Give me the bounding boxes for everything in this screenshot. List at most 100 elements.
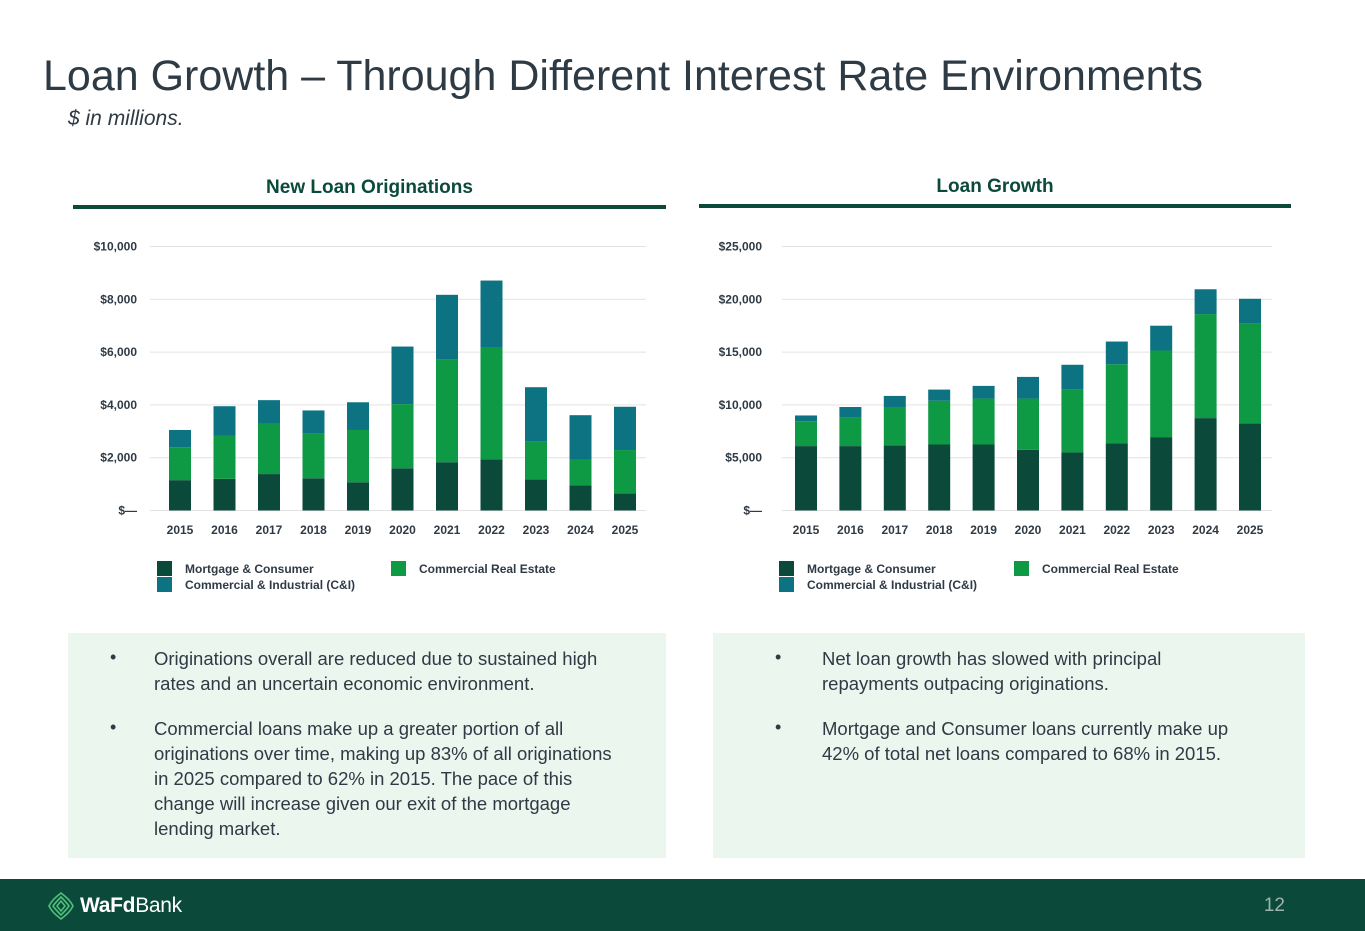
bar-segment-cre — [614, 450, 636, 494]
x-tick-label: 2015 — [167, 523, 194, 537]
note-loan-growth-1: Net loan growth has slowed with principa… — [822, 648, 1162, 694]
bar-segment-cni — [883, 395, 906, 408]
legend-item-mortgage: Mortgage & Consumer — [779, 561, 936, 576]
bar-segment-cre — [1105, 364, 1128, 444]
bar-segment-mortgage — [213, 478, 236, 511]
bar-segment-cni — [928, 389, 951, 401]
bar-segment-cre — [1239, 323, 1261, 424]
bar-segment-cni — [1017, 376, 1039, 399]
bar-segment-cre — [258, 423, 280, 475]
legend-label-mortgage: Mortgage & Consumer — [185, 561, 314, 576]
x-tick-label: 2024 — [1192, 523, 1219, 537]
page-subtitle: $ in millions. — [68, 107, 184, 130]
bar-segment-mortgage — [169, 480, 191, 511]
notes-panel-right: • Net loan growth has slowed with princi… — [713, 633, 1305, 858]
bar-segment-cni — [525, 387, 547, 442]
bar-segment-cni — [795, 415, 817, 422]
brand-name: WaFdBank — [80, 894, 182, 918]
chart-rule-loan-growth — [699, 204, 1291, 208]
x-tick-label: 2021 — [434, 523, 461, 537]
bar-segment-mortgage — [347, 482, 369, 511]
legend-item-cre: Commercial Real Estate — [1014, 561, 1179, 576]
bar-segment-cre — [795, 421, 817, 447]
legend-item-cre: Commercial Real Estate — [391, 561, 556, 576]
x-tick-label: 2019 — [970, 523, 997, 537]
bar-segment-cre — [569, 459, 592, 486]
x-tick-label: 2016 — [837, 523, 864, 537]
chart-group-1: $— $5,000 $10,000 $15,000 $20,000 $25,000 2015… — [719, 240, 1272, 537]
x-tick-label: 2019 — [345, 523, 372, 537]
page-number: 12 — [1263, 895, 1285, 916]
note-originations-2: Commercial loans make up a greater porti… — [154, 718, 612, 839]
x-tick-label: 2020 — [1015, 523, 1042, 537]
note-loan-growth-2: Mortgage and Consumer loans currently ma… — [822, 718, 1229, 764]
bar-segment-cre — [1150, 350, 1173, 438]
bar-segment-mortgage — [1061, 452, 1084, 511]
x-tick-label: 2017 — [256, 523, 283, 537]
bar-segment-cni — [1239, 298, 1261, 324]
bar-segment-mortgage — [1239, 423, 1261, 511]
bar-segment-mortgage — [480, 459, 503, 511]
y-tick-label: $— — [118, 504, 137, 518]
bar-segment-cni — [347, 402, 369, 430]
bar-segment-cni — [614, 406, 636, 451]
legend-swatch-cre — [1014, 561, 1029, 576]
brand-logo[interactable]: WaFdBank — [46, 891, 182, 921]
x-tick-label: 2021 — [1059, 523, 1086, 537]
page-title: Loan Growth – Through Different Interest… — [43, 52, 1204, 100]
bar-segment-cre — [1194, 314, 1217, 419]
y-tick-label: $5,000 — [725, 451, 762, 465]
bar-segment-mortgage — [1194, 418, 1217, 511]
bar-segment-mortgage — [1105, 443, 1128, 511]
x-tick-label: 2025 — [612, 523, 639, 537]
x-tick-label: 2018 — [300, 523, 327, 537]
x-tick-label: 2023 — [523, 523, 550, 537]
x-tick-label: 2024 — [567, 523, 594, 537]
y-tick-label: $10,000 — [94, 240, 138, 254]
y-tick-label: $10,000 — [719, 398, 763, 412]
legend-item-cni: Commercial & Industrial (C&I) — [157, 577, 355, 592]
bar-segment-cre — [391, 404, 414, 469]
x-tick-label: 2020 — [389, 523, 416, 537]
legend-swatch-cni — [779, 577, 794, 592]
bar-segment-cni — [391, 346, 414, 405]
x-tick-label: 2023 — [1148, 523, 1175, 537]
legend-label-cre: Commercial Real Estate — [1042, 561, 1179, 576]
bar-segment-mortgage — [839, 446, 862, 511]
legend-item-cni: Commercial & Industrial (C&I) — [779, 577, 977, 592]
y-tick-label: $2,000 — [100, 451, 137, 465]
bar-segment-cre — [213, 435, 236, 479]
chart-rule-originations — [73, 205, 666, 209]
y-tick-label: $20,000 — [719, 292, 763, 306]
bar-segment-mortgage — [1017, 449, 1039, 511]
bar-segment-cre — [436, 359, 458, 463]
bar-segment-mortgage — [614, 493, 636, 511]
brand-name-bold: WaFd — [80, 894, 136, 917]
bar-segment-mortgage — [258, 474, 280, 511]
bar-segment-mortgage — [883, 445, 906, 511]
legend-swatch-mortgage — [779, 561, 794, 576]
bar-segment-cni — [258, 400, 280, 424]
legend-loan-growth: Mortgage & Consumer Commercial Real Esta… — [779, 561, 1199, 601]
notes-panel-left: • Originations overall are reduced due t… — [68, 633, 666, 858]
bar-segment-cni — [1194, 289, 1217, 315]
bar-segment-cni — [1061, 364, 1084, 390]
bar-segment-cre — [1061, 389, 1084, 453]
legend-label-cni: Commercial & Industrial (C&I) — [807, 577, 978, 592]
chart-title-loan-growth: Loan Growth — [936, 176, 1054, 197]
legend-swatch-mortgage — [157, 561, 172, 576]
y-tick-label: $25,000 — [719, 240, 763, 254]
legend-item-mortgage: Mortgage & Consumer — [157, 561, 314, 576]
x-tick-label: 2016 — [211, 523, 238, 537]
bar-segment-cre — [928, 400, 951, 445]
bar-segment-cre — [525, 441, 547, 480]
bar-segment-mortgage — [972, 444, 995, 511]
footer-bar: WaFdBank 12 — [0, 879, 1365, 931]
bar-segment-mortgage — [302, 478, 325, 511]
note-originations-1: Originations overall are reduced due to … — [154, 648, 598, 694]
y-tick-label: $— — [743, 504, 762, 518]
bar-segment-cni — [1150, 325, 1173, 351]
bar-segment-mortgage — [795, 446, 817, 511]
bullet-marker: • — [775, 647, 782, 667]
legend-label-cre: Commercial Real Estate — [419, 561, 556, 576]
